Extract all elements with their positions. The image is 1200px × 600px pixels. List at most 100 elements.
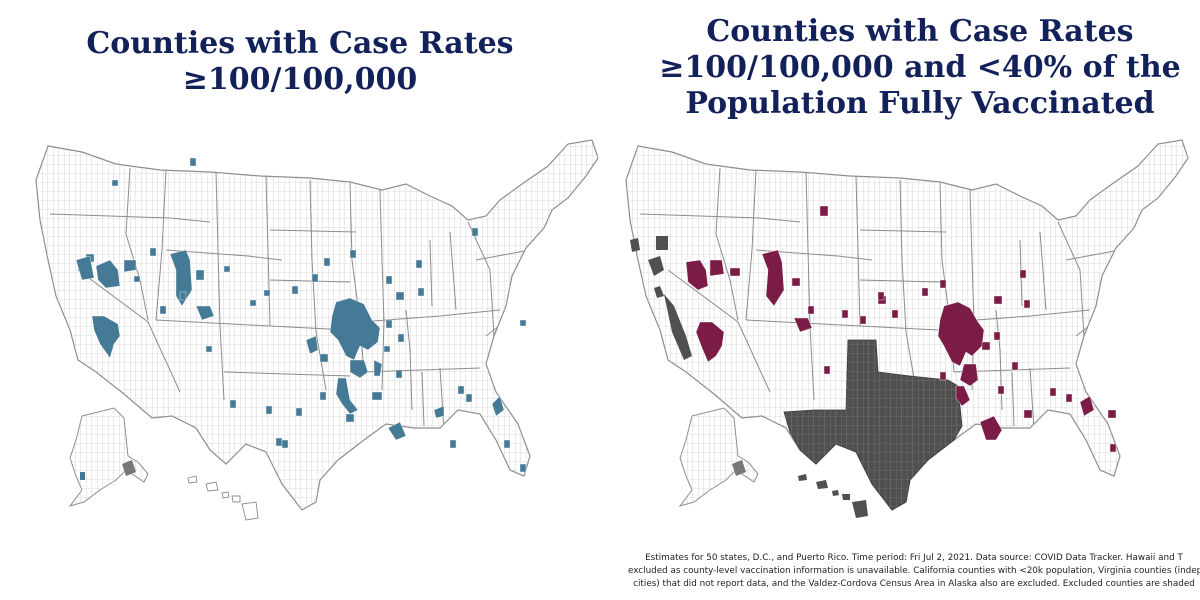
- highlighted-county: [1049, 387, 1057, 397]
- highlighted-county: [371, 391, 383, 401]
- highlighted-county: [195, 305, 215, 321]
- highlighted-county: [189, 157, 197, 167]
- highlighted-county: [685, 259, 709, 291]
- highlighted-county: [385, 275, 393, 285]
- highlighted-county: [205, 345, 213, 353]
- footnote-line-2: excluded as county-level vaccination inf…: [628, 566, 1200, 576]
- highlighted-county: [169, 249, 193, 307]
- highlighted-county: [471, 227, 479, 237]
- california-excluded-counties: [630, 236, 692, 360]
- highlighted-county: [305, 335, 319, 355]
- highlighted-county: [275, 437, 283, 447]
- highlighted-county: [179, 291, 187, 301]
- highlighted-county: [807, 305, 815, 315]
- highlighted-county: [223, 265, 231, 273]
- highlighted-county: [111, 179, 119, 187]
- highlighted-county: [249, 299, 257, 307]
- highlighted-county: [91, 315, 121, 359]
- highlighted-county: [955, 385, 971, 407]
- highlighted-county: [877, 291, 885, 301]
- highlighted-county: [323, 257, 331, 267]
- footnote-line-1: Estimates for 50 states, D.C., and Puert…: [645, 553, 1183, 563]
- highlighted-county: [819, 205, 829, 217]
- highlighted-county: [449, 439, 457, 449]
- highlighted-county: [345, 413, 355, 423]
- highlighted-county: [397, 333, 405, 343]
- highlighted-county: [329, 297, 381, 361]
- highlighted-county: [939, 371, 947, 381]
- highlighted-county: [385, 319, 393, 329]
- highlighted-county: [1011, 361, 1019, 371]
- right-title-line-2: ≥100/100,000 and <40% of the: [659, 50, 1181, 85]
- highlighted-county: [979, 415, 1003, 441]
- highlighted-county: [1019, 269, 1027, 279]
- highlighted-county: [959, 363, 979, 387]
- highlighted-county: [503, 439, 511, 449]
- state-borders: [49, 167, 531, 431]
- highlighted-county: [395, 369, 403, 379]
- highlighted-county: [311, 273, 319, 283]
- alaska-excluded-area: [732, 460, 746, 476]
- highlighted-county: [1023, 409, 1033, 419]
- highlighted-county: [149, 247, 157, 257]
- right-us-county-map: [625, 139, 1189, 518]
- highlighted-county: [457, 385, 465, 395]
- highlighted-county: [1023, 299, 1031, 309]
- highlighted-county: [295, 407, 303, 417]
- highlighted-county: [1065, 393, 1073, 403]
- highlighted-county: [465, 393, 473, 403]
- highlighted-county: [695, 321, 725, 363]
- highlighted-county: [823, 365, 831, 375]
- highlighted-county: [319, 353, 329, 363]
- right-title-line-3: Population Fully Vaccinated: [685, 86, 1155, 121]
- alaska-excluded-area: [122, 460, 136, 476]
- highlighted-county: [993, 295, 1003, 305]
- highlighted-county: [491, 395, 505, 417]
- footnote: Estimates for 50 states, D.C., and Puert…: [628, 552, 1200, 591]
- right-title-line-1: Counties with Case Rates: [706, 14, 1134, 49]
- highlighted-county: [263, 289, 271, 297]
- highlighted-county: [939, 279, 947, 289]
- highlighted-county: [373, 359, 383, 377]
- highlighted-county: [319, 391, 327, 401]
- highlighted-county: [229, 399, 237, 409]
- highlighted-county: [335, 377, 359, 415]
- highlighted-county: [349, 359, 369, 379]
- highlighted-county: [937, 301, 985, 367]
- highlighted-county: [841, 309, 849, 319]
- highlighted-county: [415, 259, 423, 269]
- highlighted-county: [387, 421, 407, 441]
- highlighted-county: [1109, 443, 1117, 453]
- highlighted-county: [793, 317, 813, 333]
- highlighted-county: [997, 385, 1005, 395]
- highlighted-county: [981, 341, 991, 351]
- highlighted-county: [709, 259, 725, 277]
- left-us-county-map: [35, 139, 599, 521]
- highlighted-county: [891, 309, 899, 319]
- footnote-line-3: cities) that did not report data, and th…: [633, 579, 1195, 589]
- highlighted-county: [519, 319, 527, 327]
- highlighted-county: [291, 285, 299, 295]
- highlighted-county: [349, 249, 357, 259]
- highlighted-county: [1079, 395, 1095, 417]
- alaska: [678, 407, 759, 507]
- highlighted-county: [921, 287, 929, 297]
- left-title-line-2: ≥100/100,000: [182, 62, 418, 97]
- highlighted-county: [395, 291, 405, 301]
- highlighted-county: [133, 275, 141, 283]
- hawaii: [187, 475, 259, 521]
- left-map-title: Counties with Case Rates ≥100/100,000: [60, 26, 540, 98]
- left-highlight-counties: [75, 157, 527, 473]
- highlighted-county: [761, 249, 785, 307]
- hawaii-excluded: [798, 474, 868, 518]
- highlighted-county: [791, 277, 801, 287]
- highlighted-county: [383, 345, 391, 353]
- right-highlight-counties: [685, 205, 1117, 453]
- highlighted-county: [123, 259, 137, 273]
- highlighted-county: [159, 305, 167, 315]
- highlighted-county: [195, 269, 205, 281]
- highlighted-county: [993, 331, 1001, 341]
- highlighted-county: [75, 255, 95, 281]
- highlighted-county: [95, 259, 121, 289]
- right-map-title: Counties with Case Rates ≥100/100,000 an…: [640, 14, 1200, 122]
